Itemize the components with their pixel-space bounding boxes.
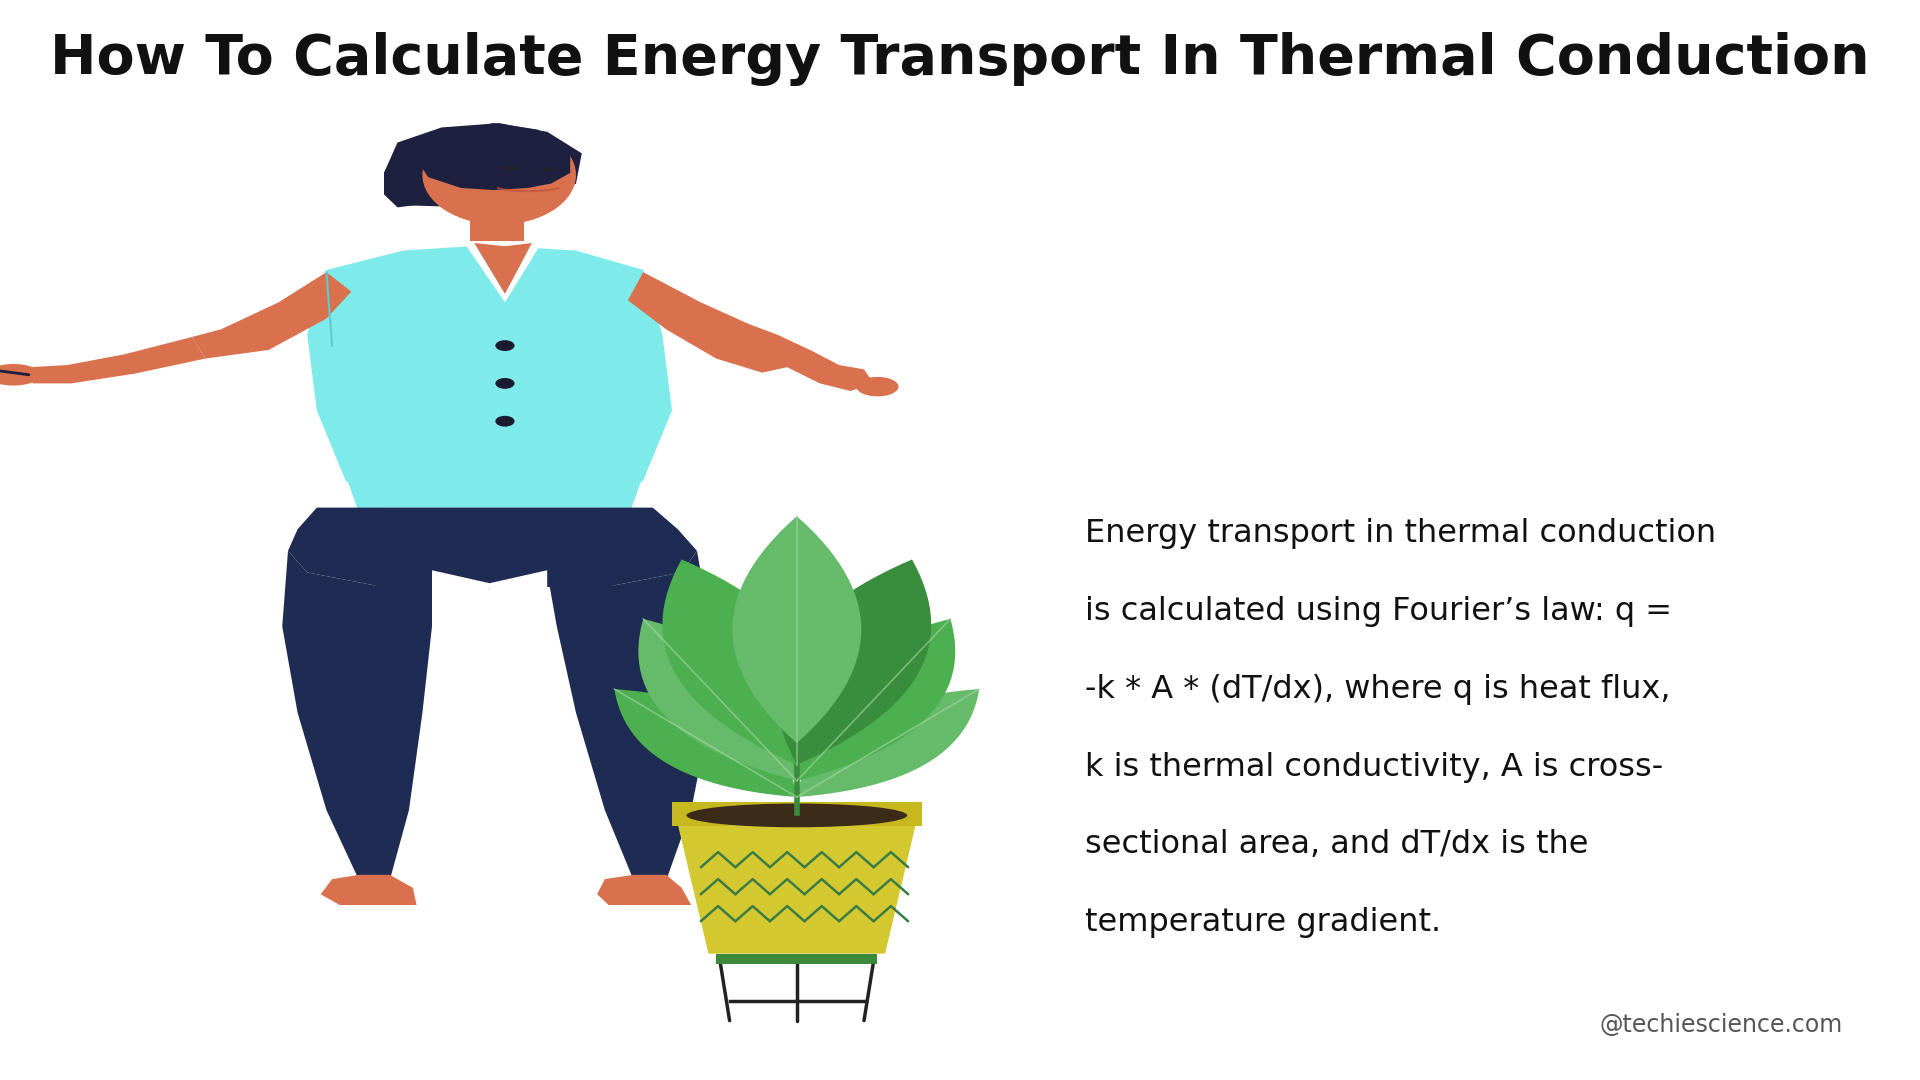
- Text: @techiescience.com: @techiescience.com: [1599, 1013, 1843, 1037]
- Bar: [716, 954, 877, 964]
- Ellipse shape: [495, 340, 515, 351]
- Polygon shape: [384, 157, 432, 207]
- Polygon shape: [637, 619, 803, 781]
- Polygon shape: [192, 272, 351, 359]
- Text: is calculated using Fourier’s law: q =: is calculated using Fourier’s law: q =: [1085, 596, 1672, 627]
- Polygon shape: [628, 272, 787, 373]
- Polygon shape: [678, 824, 916, 954]
- Polygon shape: [321, 875, 417, 905]
- Polygon shape: [432, 570, 547, 605]
- Text: sectional area, and dT/dx is the: sectional area, and dT/dx is the: [1085, 829, 1588, 861]
- Polygon shape: [467, 243, 540, 302]
- Polygon shape: [791, 619, 956, 781]
- Polygon shape: [384, 123, 582, 207]
- Polygon shape: [597, 875, 691, 905]
- Polygon shape: [614, 689, 797, 797]
- Polygon shape: [288, 508, 697, 589]
- Ellipse shape: [503, 166, 515, 171]
- Polygon shape: [346, 475, 643, 545]
- Polygon shape: [413, 123, 570, 190]
- Text: temperature gradient.: temperature gradient.: [1085, 907, 1440, 939]
- Ellipse shape: [422, 125, 576, 225]
- Text: Energy transport in thermal conduction: Energy transport in thermal conduction: [1085, 518, 1716, 550]
- Polygon shape: [282, 551, 432, 880]
- Polygon shape: [547, 551, 710, 880]
- Ellipse shape: [687, 804, 906, 827]
- Ellipse shape: [0, 364, 40, 386]
- Text: k is thermal conductivity, A is cross-: k is thermal conductivity, A is cross-: [1085, 752, 1663, 783]
- Polygon shape: [732, 516, 862, 743]
- Text: -k * A * (dT/dx), where q is heat flux,: -k * A * (dT/dx), where q is heat flux,: [1085, 674, 1670, 705]
- Bar: [470, 191, 524, 241]
- Polygon shape: [307, 246, 672, 508]
- Polygon shape: [29, 337, 205, 383]
- Text: How To Calculate Energy Transport In Thermal Conduction: How To Calculate Energy Transport In The…: [50, 32, 1870, 86]
- Polygon shape: [797, 689, 979, 797]
- Ellipse shape: [541, 167, 553, 172]
- Polygon shape: [662, 559, 816, 765]
- Polygon shape: [778, 559, 931, 765]
- Bar: [672, 802, 922, 826]
- Polygon shape: [762, 335, 874, 391]
- Ellipse shape: [495, 416, 515, 427]
- Polygon shape: [474, 243, 532, 294]
- Ellipse shape: [495, 378, 515, 389]
- Ellipse shape: [856, 377, 899, 396]
